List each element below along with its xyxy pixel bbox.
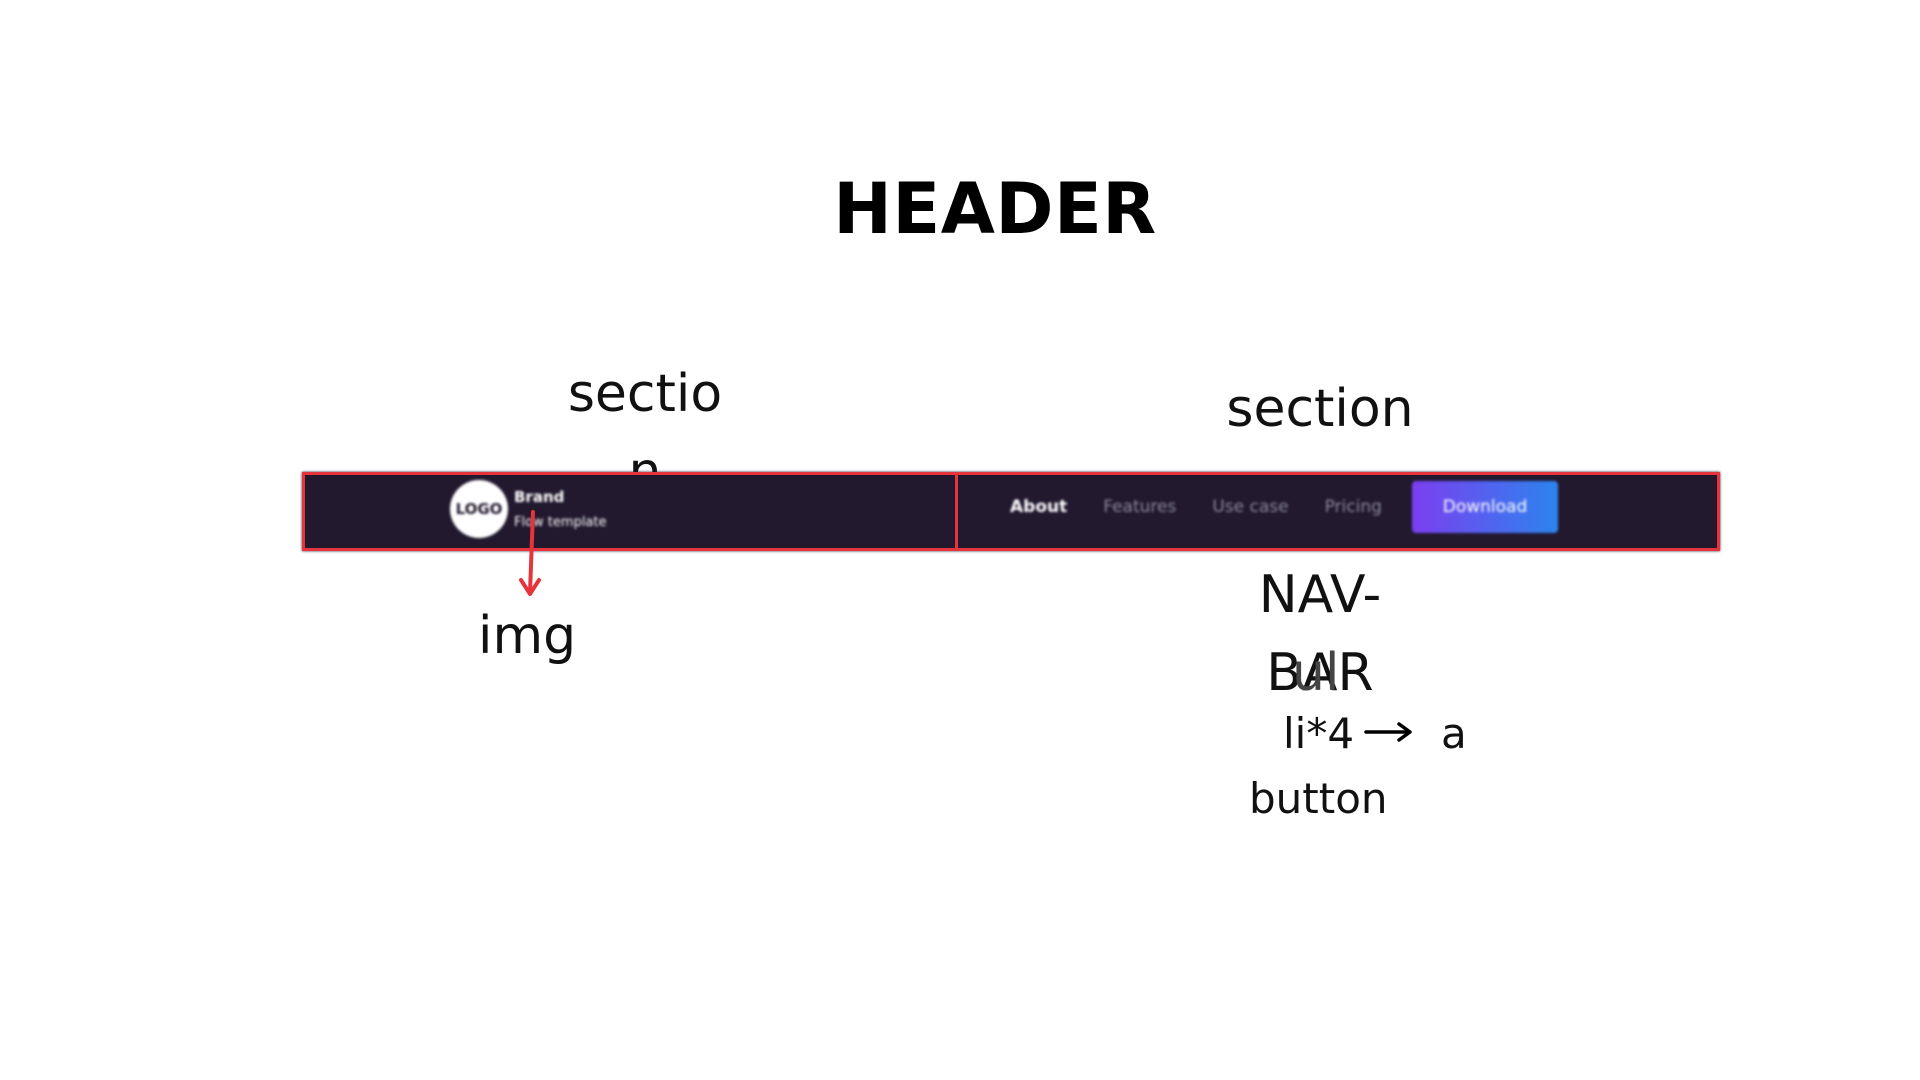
- li-label: li*4: [1283, 709, 1355, 758]
- left-section-outline: [302, 472, 958, 551]
- nav-link-pricing[interactable]: Pricing: [1324, 497, 1382, 517]
- logo-text: LOGO: [455, 500, 503, 518]
- nav-link-about[interactable]: About: [1010, 497, 1068, 517]
- li-to-a-arrow: [1364, 722, 1412, 742]
- download-button[interactable]: Download: [1412, 481, 1558, 533]
- nav-item-use-case: Use case: [1212, 496, 1288, 518]
- nav-item-pricing: Pricing: [1325, 496, 1382, 518]
- nav-list: About Features Use case Pricing: [1010, 496, 1418, 518]
- nav-link-use-case[interactable]: Use case: [1212, 497, 1289, 517]
- logo-icon: LOGO: [450, 480, 508, 538]
- page-title: HEADER: [833, 168, 1157, 250]
- brand-name: Brand: [514, 488, 565, 506]
- navbar-label: NAV-BAR: [1258, 565, 1382, 703]
- button-label: button: [1249, 774, 1388, 823]
- brand-tagline: Flow template: [514, 515, 607, 530]
- nav-link-features[interactable]: Features: [1103, 497, 1177, 517]
- img-label: img: [478, 606, 577, 666]
- ul-label: ul: [1292, 643, 1340, 703]
- right-section-outline: [955, 472, 1720, 551]
- a-label: a: [1441, 709, 1467, 758]
- nav-item-features: Features: [1103, 496, 1176, 518]
- nav-item-about: About: [1010, 496, 1067, 518]
- section-label-right: section: [1226, 379, 1414, 439]
